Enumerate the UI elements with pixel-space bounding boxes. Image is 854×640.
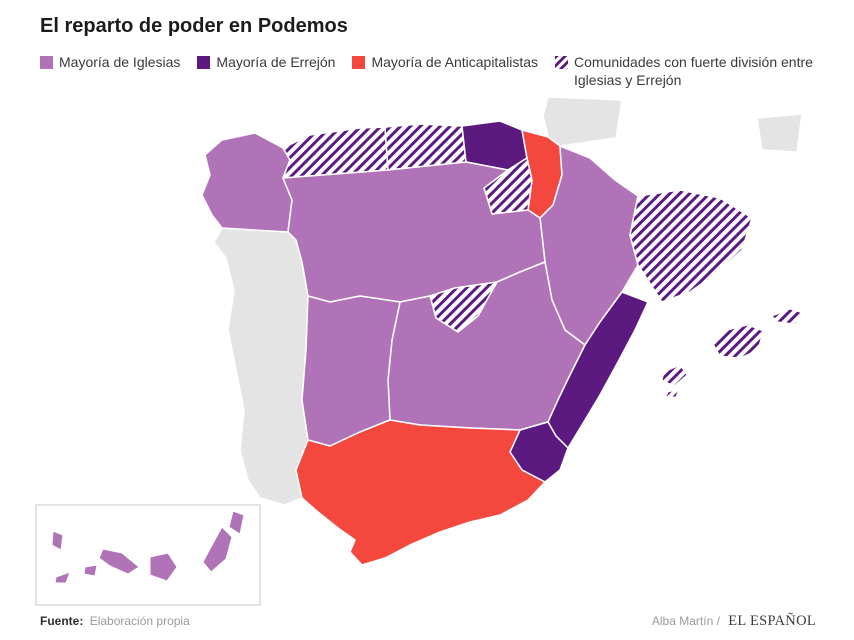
credit-line: Alba Martín / EL ESPAÑOL (652, 613, 816, 630)
legend-swatch-division-icon (555, 56, 568, 69)
legend-label-division: Comunidades con fuerte división entre Ig… (574, 54, 813, 88)
region-france-west (542, 96, 623, 147)
legend-swatch-errejon-icon (197, 56, 211, 69)
legend-item-errejon: Mayoría de Errejón (197, 54, 335, 72)
footer: Fuente: Elaboración propia Alba Martín /… (40, 613, 816, 630)
credit-text: Alba Martín / (651, 614, 720, 628)
legend-label-errejon: Mayoría de Errejón (216, 54, 336, 70)
source-text: Elaboración propia (89, 614, 190, 628)
source-label: Fuente: (40, 614, 84, 628)
legend-swatch-anticapitalistas-icon (352, 56, 366, 69)
legend-item-division: Comunidades con fuerte división entre Ig… (555, 54, 814, 89)
legend-swatch-iglesias-icon (40, 56, 53, 69)
region-asturias (282, 126, 389, 179)
legend-item-iglesias: Mayoría de Iglesias (40, 54, 180, 72)
legend-item-anticapitalistas: Mayoría de Anticapitalistas (352, 54, 538, 72)
region-france-east (756, 113, 803, 153)
region-cataluna (629, 189, 753, 303)
region-andalucia (295, 419, 546, 566)
brand-logo: EL ESPAÑOL (728, 613, 816, 629)
region-portugal (213, 227, 309, 506)
legend-label-iglesias: Mayoría de Iglesias (59, 54, 181, 70)
region-baleares (661, 308, 804, 398)
legend: Mayoría de Iglesias Mayoría de Errejón M… (40, 54, 834, 89)
source-line: Fuente: Elaboración propia (40, 614, 190, 628)
canary-inset (35, 504, 261, 606)
page-title: El reparto de poder en Podemos (40, 15, 348, 37)
region-canarias (51, 510, 245, 584)
legend-label-anticapitalistas: Mayoría de Anticapitalistas (371, 54, 538, 70)
region-galicia (201, 132, 293, 233)
